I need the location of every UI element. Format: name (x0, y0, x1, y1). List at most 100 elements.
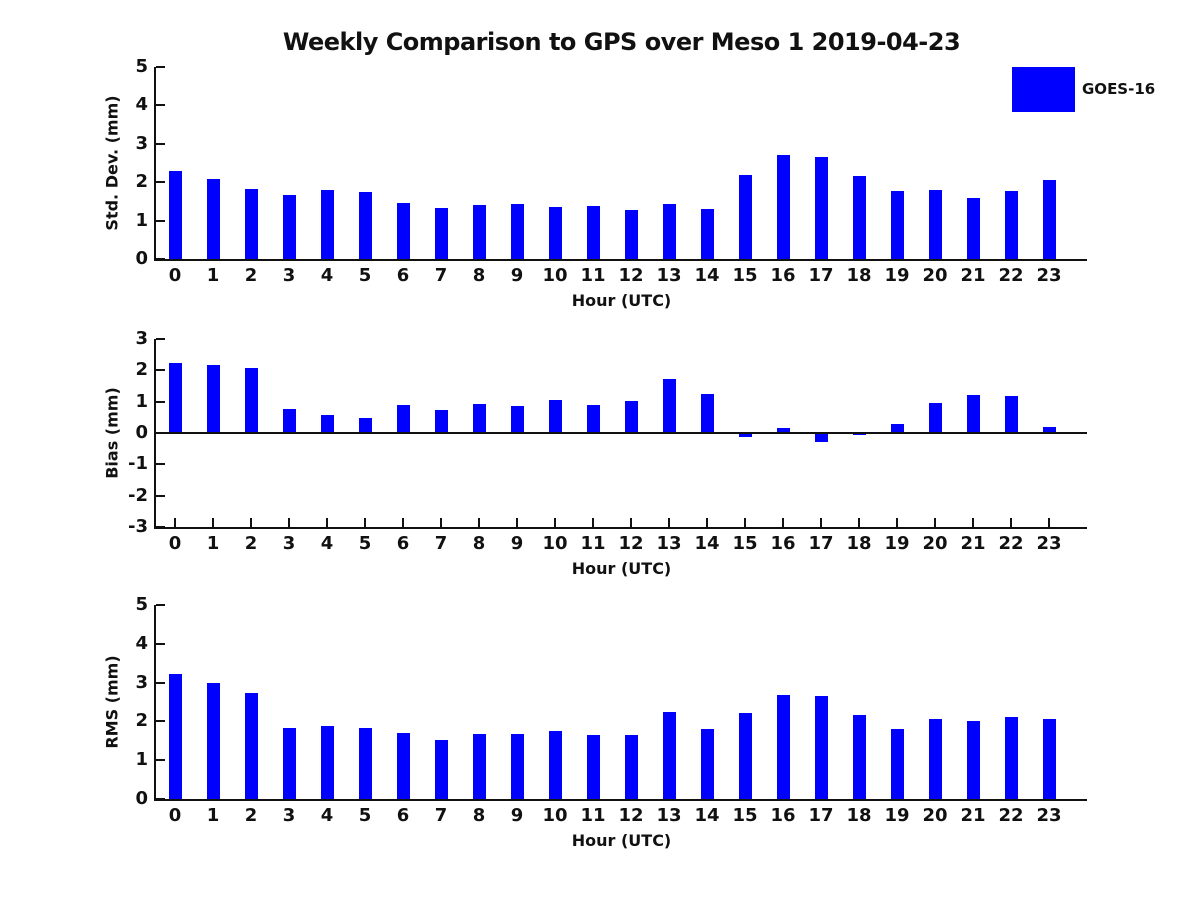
y-tick-label: 0 (135, 248, 148, 269)
bar-hour-2 (245, 368, 258, 433)
y-tick-label: 2 (135, 710, 148, 732)
x-tick-label: 7 (434, 805, 448, 826)
y-tick-label: 1 (135, 749, 148, 771)
bar-hour-21 (967, 720, 980, 799)
bar-hour-12 (625, 400, 638, 433)
y-tick-label: 5 (135, 56, 148, 77)
y-tick-label: 2 (135, 171, 148, 193)
bias-plot-area: -3 -2 -1 0 1 2 3 0 1 2 3 4 5 6 7 8 9 10 11 12 13 14 15 16 17 18 19… (128, 330, 1087, 553)
bar-hour-10 (549, 731, 562, 799)
bar-hour-23 (1043, 426, 1056, 433)
x-axis-spine (154, 259, 1087, 261)
x-tick-label: 18 (846, 805, 872, 826)
x-tick-label: 11 (580, 533, 606, 554)
x-tick-label: 16 (770, 805, 796, 826)
x-tick-label: 9 (510, 533, 524, 554)
x-tick-label: 9 (510, 805, 524, 826)
bar-hour-15 (739, 433, 752, 438)
x-tick (326, 518, 328, 527)
x-tick-label: 5 (358, 265, 372, 286)
x-tick-label: 8 (472, 533, 486, 554)
x-tick-label: 1 (206, 265, 220, 286)
y-tick-label: 4 (135, 632, 148, 654)
bar-hour-10 (549, 207, 562, 259)
x-tick-label: 20 (922, 265, 948, 286)
y-tick (156, 104, 165, 107)
y-tick (156, 400, 165, 403)
chart-title: Weekly Comparison to GPS over Meso 1 201… (282, 28, 961, 56)
x-tick-label: 16 (770, 265, 796, 286)
y-tick (156, 258, 165, 260)
bar-hour-12 (625, 209, 638, 259)
x-tick-label: 21 (960, 805, 986, 826)
x-tick (706, 518, 708, 527)
bar-hour-14 (701, 728, 714, 799)
bar-hour-5 (359, 192, 372, 259)
x-tick (288, 518, 290, 527)
x-tick (744, 518, 746, 527)
bar-hour-17 (815, 695, 828, 799)
bar-hour-18 (853, 715, 866, 799)
x-tick-label: 17 (808, 265, 834, 286)
x-tick-label: 7 (434, 265, 448, 286)
x-tick-label: 21 (960, 533, 986, 554)
x-tick-label: 20 (922, 805, 948, 826)
y-tick (156, 66, 165, 68)
y-tick-label: 5 (135, 594, 148, 615)
x-tick (212, 518, 214, 527)
x-tick-label: 17 (808, 533, 834, 554)
x-tick-label: 15 (732, 265, 758, 286)
x-tick-label: 8 (472, 265, 486, 286)
x-tick-label: 11 (580, 805, 606, 826)
bar-hour-9 (511, 733, 524, 799)
bar-hour-16 (777, 428, 790, 433)
bar-hour-8 (473, 404, 486, 433)
bar-hour-8 (473, 733, 486, 799)
x-tick (1048, 518, 1050, 527)
x-tick (174, 518, 176, 527)
y-tick-label: 3 (135, 671, 148, 693)
bar-hour-7 (435, 410, 448, 433)
x-tick (782, 518, 784, 527)
bar-hour-12 (625, 735, 638, 799)
bar-hour-10 (549, 399, 562, 433)
bar-hour-5 (359, 417, 372, 433)
bar-hour-23 (1043, 179, 1056, 259)
x-tick (364, 518, 366, 527)
x-tick-label: 6 (396, 533, 410, 554)
x-tick-label: 13 (656, 805, 682, 826)
bar-hour-15 (739, 174, 752, 259)
x-tick-label: 5 (358, 805, 372, 826)
x-tick-label: 12 (618, 265, 644, 286)
rms-x-axis-label: Hour (UTC) (571, 831, 672, 850)
bar-hour-2 (245, 189, 258, 259)
x-tick-label: 3 (282, 533, 296, 554)
x-tick-label: 9 (510, 265, 524, 286)
bar-hour-6 (397, 202, 410, 259)
x-tick-label: 12 (618, 805, 644, 826)
x-tick-label: 4 (320, 533, 334, 554)
x-tick (440, 518, 442, 527)
bar-hour-14 (701, 208, 714, 259)
y-tick-label: 4 (135, 94, 148, 116)
bar-hour-6 (397, 405, 410, 433)
x-tick-label: 0 (168, 533, 182, 554)
legend-label-goes16: GOES-16 (1082, 80, 1156, 98)
x-tick-label: 4 (320, 265, 334, 286)
x-tick (668, 518, 670, 527)
x-tick-label: 2 (244, 533, 258, 554)
x-tick-label: 2 (244, 805, 258, 826)
bar-hour-20 (929, 189, 942, 259)
bar-hour-15 (739, 713, 752, 799)
x-tick-label: 10 (542, 265, 568, 286)
x-tick-label: 21 (960, 265, 986, 286)
bar-hour-18 (853, 176, 866, 259)
x-tick-label: 18 (846, 265, 872, 286)
x-tick-label: 6 (396, 265, 410, 286)
y-tick (156, 181, 165, 184)
x-tick-label: 2 (244, 265, 258, 286)
bar-hour-20 (929, 402, 942, 433)
x-tick-label: 14 (694, 265, 720, 286)
x-tick-label: 15 (732, 533, 758, 554)
bar-hour-22 (1005, 716, 1018, 799)
